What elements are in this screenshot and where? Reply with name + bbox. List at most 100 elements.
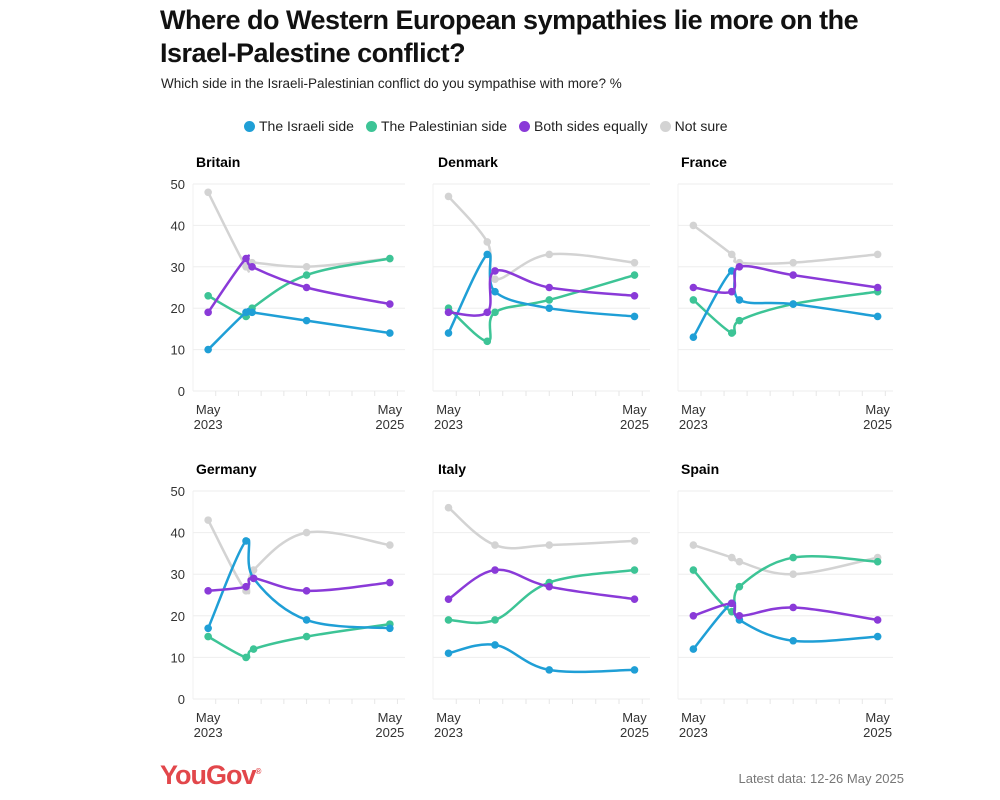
y-tick-label: 30 (171, 567, 185, 582)
data-point-both-sides-equally (204, 308, 212, 317)
data-point-not-sure (727, 553, 736, 562)
legend: The Israeli side The Palestinian side Bo… (244, 118, 728, 134)
data-point-the-palestinian-side (491, 616, 499, 624)
legend-label: The Palestinian side (380, 118, 508, 134)
data-point-both-sides-equally (483, 308, 492, 317)
data-point-the-israeli-side (386, 624, 394, 633)
data-point-the-palestinian-side (630, 566, 639, 574)
data-point-the-palestinian-side (727, 329, 736, 337)
x-tick-label: 2025 (375, 417, 404, 432)
data-point-not-sure (873, 250, 882, 259)
data-point-the-palestinian-side (689, 566, 698, 574)
series-line-the-palestinian-side (447, 568, 636, 625)
footnote: Latest data: 12-26 May 2025 (738, 771, 904, 786)
data-point-the-israeli-side (491, 641, 499, 649)
data-point-not-sure (302, 263, 311, 271)
data-point-the-palestinian-side (735, 582, 744, 591)
logo-text: YouGov (160, 760, 257, 790)
data-point-not-sure (689, 541, 698, 549)
y-tick-label: 20 (171, 301, 185, 316)
y-tick-label: 50 (171, 484, 185, 499)
data-point-both-sides-equally (204, 587, 212, 595)
legend-swatch (519, 120, 531, 132)
data-point-both-sides-equally (491, 267, 499, 275)
data-point-not-sure (727, 250, 736, 259)
x-tick-label: May (196, 402, 221, 417)
panel-title: Germany (196, 461, 257, 477)
data-point-both-sides-equally (386, 300, 394, 308)
series-line-the-israeli-side (692, 601, 879, 651)
legend-item-both: Both sides equally (519, 118, 648, 134)
series-line-both-sides-equally (447, 568, 636, 601)
series-line-the-israeli-side (447, 643, 636, 674)
data-point-the-israeli-side (204, 345, 212, 354)
data-point-both-sides-equally (873, 283, 882, 292)
data-point-both-sides-equally (689, 283, 698, 292)
series-line-not-sure (692, 224, 879, 266)
data-point-the-palestinian-side (483, 337, 492, 346)
data-point-the-palestinian-side (249, 645, 258, 653)
data-point-both-sides-equally (491, 566, 499, 574)
data-point-the-israeli-side (444, 649, 453, 658)
y-tick-label: 10 (171, 650, 185, 665)
series-line-not-sure (206, 191, 392, 273)
y-tick-label: 10 (171, 343, 185, 358)
data-point-the-israeli-side (242, 537, 250, 545)
series-line-the-israeli-side (206, 538, 392, 630)
data-point-the-israeli-side (735, 296, 744, 304)
data-point-the-israeli-side (789, 300, 797, 308)
y-tick-label: 20 (171, 609, 185, 624)
series-line-not-sure (447, 506, 636, 550)
legend-swatch (365, 120, 377, 132)
data-point-both-sides-equally (735, 263, 744, 271)
data-point-both-sides-equally (630, 595, 639, 603)
x-tick-label: 2025 (375, 725, 404, 740)
data-point-the-israeli-side (689, 645, 698, 653)
data-point-the-israeli-side (545, 666, 554, 674)
data-point-both-sides-equally (444, 308, 453, 317)
legend-item-palestinian: The Palestinian side (365, 118, 508, 134)
data-point-the-palestinian-side (789, 553, 797, 562)
data-point-not-sure (491, 275, 499, 284)
data-point-both-sides-equally (248, 263, 256, 271)
x-tick-label: 2023 (434, 725, 463, 740)
data-point-the-israeli-side (873, 632, 882, 641)
data-point-the-israeli-side (689, 333, 698, 341)
panel-title: Spain (681, 461, 719, 477)
x-tick-label: May (196, 710, 221, 725)
data-point-both-sides-equally (545, 582, 554, 591)
x-tick-label: 2025 (620, 417, 649, 432)
series-line-the-israeli-side (206, 307, 392, 351)
data-point-the-palestinian-side (491, 308, 499, 317)
y-tick-label: 0 (178, 384, 185, 399)
data-point-both-sides-equally (735, 612, 744, 620)
x-tick-label: 2023 (194, 725, 223, 740)
data-point-the-palestinian-side (444, 616, 453, 624)
data-point-the-palestinian-side (302, 271, 311, 279)
data-point-both-sides-equally (727, 599, 736, 608)
x-tick-label: 2025 (620, 725, 649, 740)
chart-title: Where do Western European sympathies lie… (160, 5, 859, 68)
data-point-not-sure (444, 503, 453, 512)
x-tick-label: May (378, 710, 403, 725)
x-tick-label: May (681, 710, 706, 725)
data-point-both-sides-equally (545, 283, 554, 292)
data-point-both-sides-equally (302, 283, 311, 292)
data-point-the-israeli-side (630, 312, 639, 321)
data-point-not-sure (630, 537, 639, 545)
x-tick-label: 2023 (194, 417, 223, 432)
series-line-the-palestinian-side (206, 622, 392, 660)
panel-title: Italy (438, 461, 466, 477)
x-tick-label: May (622, 710, 647, 725)
data-point-both-sides-equally (873, 616, 882, 624)
data-point-not-sure (789, 570, 797, 578)
x-tick-label: May (681, 402, 706, 417)
data-point-not-sure (483, 238, 492, 246)
data-point-not-sure (545, 250, 554, 259)
legend-swatch (659, 120, 671, 132)
data-point-not-sure (204, 188, 212, 197)
